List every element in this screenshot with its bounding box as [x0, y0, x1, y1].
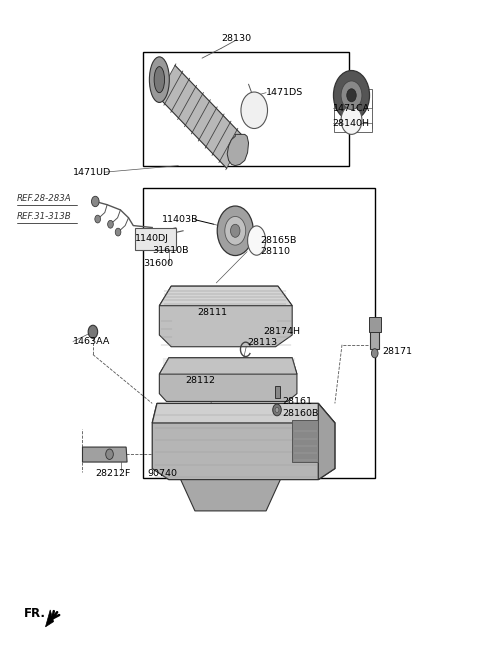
Bar [135, 227, 177, 250]
Polygon shape [152, 403, 335, 480]
Circle shape [95, 215, 100, 223]
Text: 28174H: 28174H [264, 327, 301, 336]
Text: 28112: 28112 [185, 376, 216, 385]
Text: 1463AA: 1463AA [73, 337, 110, 346]
Polygon shape [83, 447, 127, 462]
Text: 28161: 28161 [283, 397, 312, 406]
Text: REF.31-313B: REF.31-313B [17, 212, 72, 221]
Ellipse shape [149, 57, 169, 102]
Bar [292, 420, 318, 462]
Text: 28130: 28130 [221, 34, 251, 43]
Polygon shape [152, 403, 335, 423]
Circle shape [275, 407, 279, 413]
Polygon shape [318, 403, 335, 480]
Text: 1140DJ: 1140DJ [135, 234, 168, 243]
Bar [143, 189, 375, 478]
Bar [369, 317, 381, 332]
Text: 28140H: 28140H [333, 119, 370, 128]
Text: 1471CA: 1471CA [333, 104, 370, 113]
Circle shape [106, 449, 113, 459]
Circle shape [372, 349, 378, 358]
Polygon shape [46, 610, 54, 627]
Circle shape [241, 92, 267, 129]
Text: 1471UD: 1471UD [73, 168, 111, 177]
Polygon shape [159, 358, 297, 374]
Circle shape [92, 196, 99, 207]
Text: 1471DS: 1471DS [266, 88, 303, 97]
Text: 28110: 28110 [261, 247, 290, 256]
Polygon shape [227, 135, 249, 166]
Polygon shape [158, 66, 244, 168]
Text: REF.28-283A: REF.28-283A [17, 194, 72, 203]
Bar [275, 386, 280, 398]
Bar [143, 52, 349, 166]
Text: FR.: FR. [24, 607, 46, 620]
Polygon shape [159, 358, 297, 401]
Text: 11403B: 11403B [162, 215, 198, 224]
Circle shape [217, 206, 253, 256]
Bar [334, 89, 372, 132]
Circle shape [341, 106, 362, 135]
Text: 28171: 28171 [383, 347, 412, 356]
Polygon shape [180, 480, 280, 511]
Circle shape [334, 70, 370, 120]
Circle shape [230, 224, 240, 237]
Circle shape [347, 89, 356, 102]
Text: 90740: 90740 [147, 468, 178, 478]
Text: 28165B: 28165B [261, 236, 297, 245]
Circle shape [88, 325, 97, 338]
Polygon shape [159, 286, 292, 347]
Circle shape [108, 220, 113, 228]
Circle shape [341, 81, 362, 110]
Text: 28160B: 28160B [283, 409, 319, 418]
Text: 31610B: 31610B [152, 246, 189, 255]
Text: 28212F: 28212F [96, 468, 131, 478]
Text: 31600: 31600 [143, 259, 173, 268]
Circle shape [115, 228, 121, 236]
Circle shape [225, 216, 246, 245]
Polygon shape [159, 286, 292, 306]
Ellipse shape [154, 66, 165, 93]
Bar [371, 328, 379, 350]
Circle shape [273, 404, 281, 416]
Text: 28111: 28111 [197, 307, 228, 317]
Ellipse shape [248, 226, 265, 255]
Text: 28113: 28113 [247, 338, 277, 348]
